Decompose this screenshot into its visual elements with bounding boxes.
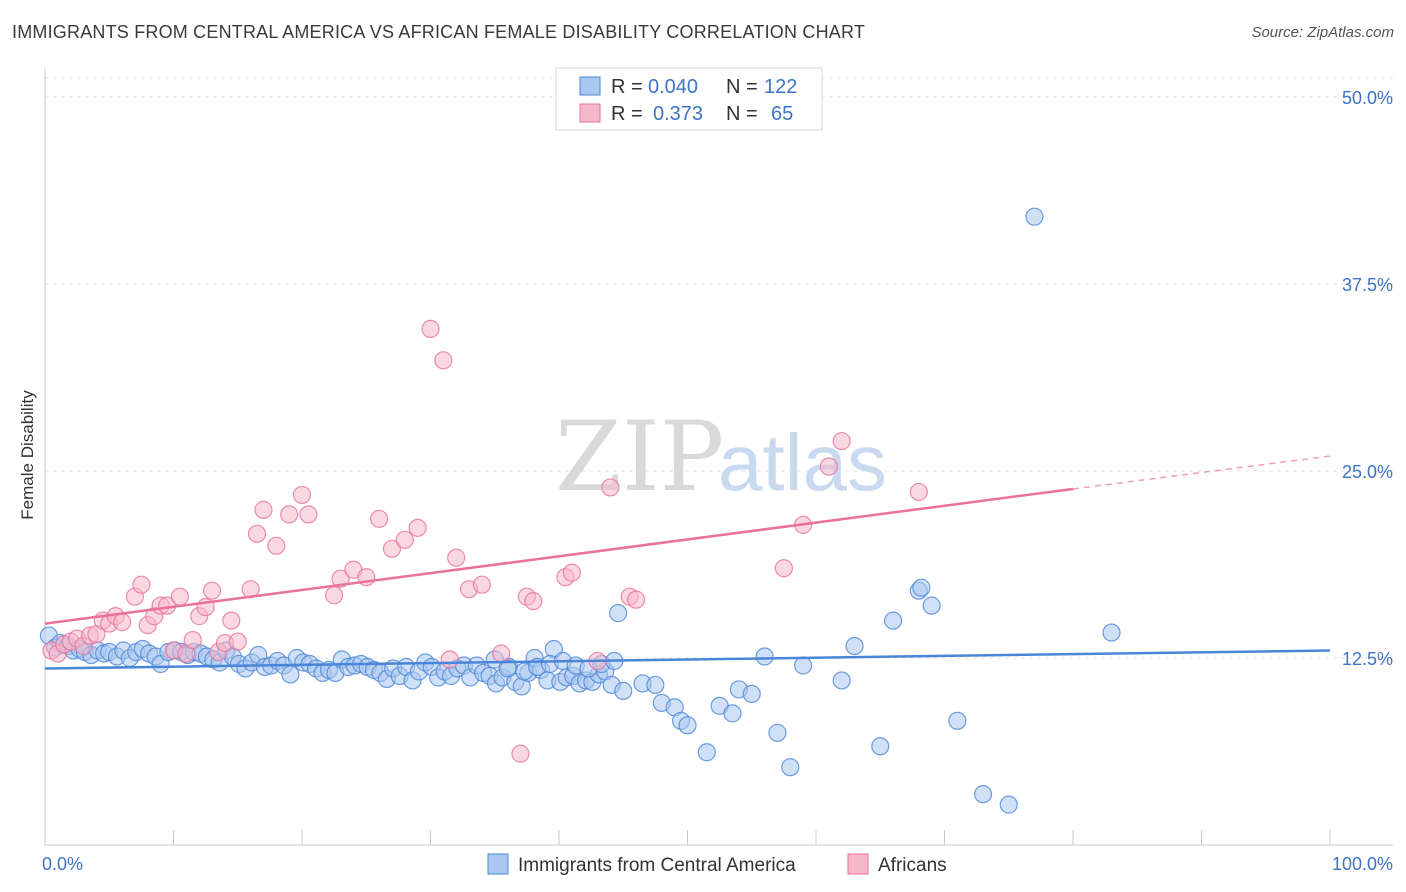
pink-point-62 (819, 457, 838, 476)
y-tick-label-1: 25.0% (1342, 462, 1393, 482)
pink-point-55 (562, 563, 581, 582)
legend-swatch-pink (579, 103, 601, 123)
pink-point-51 (511, 744, 530, 763)
pink-point-40 (370, 509, 389, 528)
watermark: ZIP atlas (555, 401, 887, 513)
pink-point-45 (434, 351, 453, 370)
blue-point-109 (723, 704, 742, 723)
chart-title: IMMIGRANTS FROM CENTRAL AMERICA VS AFRIC… (12, 22, 866, 42)
pink-point-46 (440, 650, 459, 669)
blue-point-106 (678, 716, 697, 735)
bottom-legend-swatch-blue (487, 853, 509, 875)
blue-point-114 (781, 758, 800, 777)
pink-trend-line (44, 487, 1074, 625)
legend-r-label-2: R = (611, 103, 643, 125)
legend-r-label-1: R = (611, 76, 643, 98)
legend-n-label-1: N = (726, 76, 758, 98)
pink-point-28 (228, 632, 247, 651)
legend-n-label-2: N = (726, 103, 758, 125)
pink-point-37 (331, 569, 350, 588)
pink-point-19 (170, 587, 190, 606)
legend-n-value-2: 65 (771, 103, 793, 125)
blue-point-107 (697, 743, 716, 762)
y-tick-label-0: 12.5% (1342, 649, 1393, 669)
pink-point-57 (601, 478, 620, 497)
blue-point-121 (922, 596, 941, 615)
blue-point-102 (646, 675, 665, 695)
pink-point-59 (626, 590, 646, 609)
pink-point-27 (222, 611, 241, 630)
pink-point-53 (524, 592, 543, 611)
legend-r-value-2: 0.373 (653, 103, 703, 125)
pink-point-47 (447, 548, 466, 567)
pink-point-32 (267, 536, 286, 555)
blue-point-115 (794, 656, 813, 675)
blue-trend-line (44, 649, 1331, 670)
watermark-atlas: atlas (718, 418, 887, 507)
pink-point-30 (247, 524, 267, 543)
pink-point-33 (280, 505, 299, 524)
pink-point-13 (132, 575, 151, 594)
pink-point-44 (421, 319, 440, 338)
x-tick-label-0: 0.0% (42, 854, 83, 874)
y-tick-label-2: 37.5% (1342, 275, 1393, 295)
pink-point-42 (395, 530, 414, 549)
pink-point-49 (472, 575, 491, 594)
pink-point-64 (909, 482, 928, 502)
bottom-legend-label-blue: Immigrants from Central America (518, 855, 796, 876)
pink-point-60 (774, 559, 793, 578)
blue-point-116 (832, 671, 851, 690)
pink-point-24 (202, 581, 222, 600)
axes (44, 68, 1393, 846)
grid-lines (45, 77, 1393, 659)
pink-trend-extension (1072, 455, 1331, 490)
blue-point-100 (614, 681, 633, 701)
blue-point-126 (1102, 623, 1121, 642)
blue-point-117 (845, 636, 864, 656)
blue-point-119 (883, 611, 903, 630)
blue-point-38 (281, 665, 300, 684)
scatter-points (39, 207, 1121, 814)
blue-point-89 (609, 604, 628, 623)
blue-point-125 (1025, 207, 1044, 226)
pink-point-36 (325, 586, 344, 605)
pink-point-21 (183, 630, 202, 650)
pink-point-31 (254, 500, 273, 519)
x-tick-label-1: 100.0% (1332, 854, 1393, 874)
chart-source: Source: ZipAtlas.com (1251, 24, 1394, 41)
blue-point-127 (912, 578, 931, 597)
pink-point-50 (492, 644, 511, 663)
trend-lines (44, 455, 1331, 670)
y-tick-label-3: 50.0% (1342, 88, 1393, 108)
blue-point-118 (871, 737, 890, 756)
pink-point-11 (112, 612, 132, 632)
bottom-legend: Immigrants from Central America Africans (487, 853, 947, 876)
y-axis-title: Female Disability (18, 390, 37, 520)
pink-point-41 (382, 539, 402, 558)
watermark-zip: ZIP (555, 401, 724, 513)
pink-point-43 (408, 518, 427, 537)
blue-point-112 (755, 647, 774, 666)
bottom-legend-swatch-pink (847, 853, 869, 875)
blue-point-113 (768, 723, 787, 742)
blue-point-122 (948, 711, 967, 730)
blue-point-111 (742, 684, 761, 704)
pink-point-63 (832, 431, 851, 451)
tick-labels: 12.5% 25.0% 37.5% 50.0% 0.0% 100.0% (42, 88, 1393, 874)
top-legend: R = 0.040 N = 122 R = 0.373 N = 65 (555, 67, 823, 131)
blue-point-124 (999, 795, 1018, 814)
legend-swatch-blue (579, 76, 601, 96)
legend-r-value-1: 0.040 (648, 76, 698, 98)
pink-point-34 (292, 485, 312, 505)
bottom-legend-label-pink: Africans (878, 855, 947, 876)
blue-point-123 (973, 785, 993, 804)
legend-n-value-1: 122 (764, 76, 797, 98)
pink-point-35 (299, 505, 318, 524)
